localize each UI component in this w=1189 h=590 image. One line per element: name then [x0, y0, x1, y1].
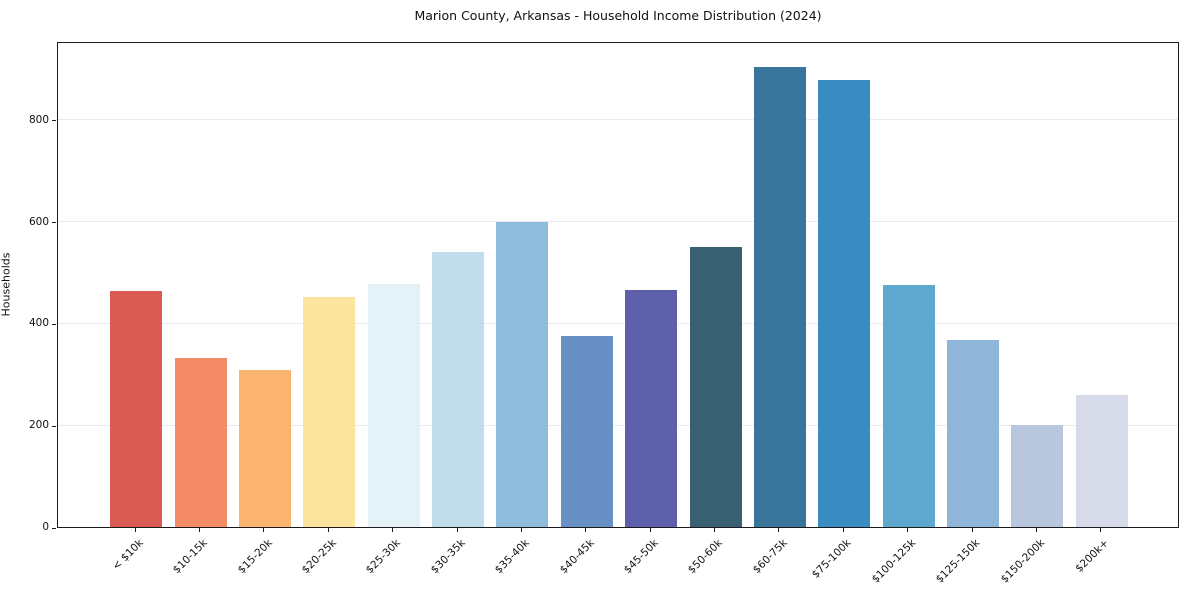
- x-tick-mark-$10-15k: [199, 528, 201, 532]
- x-tick-label-$15-20k: $15-20k: [235, 537, 275, 577]
- bar-$30-35k: [432, 252, 485, 527]
- x-tick-label-$100-125k: $100-125k: [869, 537, 919, 586]
- y-tick-label-400: 400: [28, 317, 49, 330]
- y-tick-label-200: 200: [28, 419, 49, 432]
- x-tick-mark-$125-150k: [971, 528, 973, 532]
- gridline-y-200: [58, 424, 1178, 426]
- y-tick-mark-600: [52, 222, 56, 224]
- bar-$125-150k: [947, 339, 1000, 527]
- gridline-y-600: [58, 221, 1178, 223]
- x-tick-mark-$200k+: [1100, 528, 1102, 532]
- gridline-y-400: [58, 322, 1178, 324]
- x-tick-mark-$150-200k: [1035, 528, 1037, 532]
- x-tick-mark-$20-25k: [327, 528, 329, 532]
- y-tick-mark-200: [52, 425, 56, 427]
- bar-$45-50k: [625, 290, 678, 527]
- gridline-y-800: [58, 119, 1178, 121]
- x-tick-mark-$35-40k: [520, 528, 522, 532]
- x-tick-mark-$50-60k: [714, 528, 716, 532]
- x-tick-label-$60-75k: $60-75k: [750, 537, 790, 577]
- x-tick-label-$150-200k: $150-200k: [998, 537, 1047, 586]
- x-tick-mark-$15-20k: [263, 528, 265, 532]
- bar-$75-100k: [818, 80, 871, 527]
- bar-$50-60k: [689, 246, 742, 527]
- x-tick-label-$50-60k: $50-60k: [685, 537, 726, 577]
- bar-$35-40k: [496, 222, 549, 527]
- x-tick-mark-$45-50k: [649, 528, 651, 532]
- x-tick-mark-$25-30k: [392, 528, 394, 532]
- y-tick-mark-0: [52, 527, 56, 529]
- y-tick-label-0: 0: [42, 521, 49, 533]
- x-tick-label-$30-35k: $30-35k: [428, 537, 468, 577]
- bar-$10-15k: [174, 358, 227, 527]
- y-tick-label-600: 600: [28, 215, 49, 228]
- x-tick-label-$35-40k: $35-40k: [492, 537, 532, 577]
- chart-title: Marion County, Arkansas - Household Inco…: [414, 8, 822, 23]
- plot-area: [57, 42, 1179, 528]
- x-tick-mark-$30-35k: [456, 528, 458, 532]
- bar-$25-30k: [367, 283, 420, 527]
- y-tick-mark-400: [52, 323, 56, 325]
- bar-< $10k: [110, 291, 163, 527]
- x-tick-label-$125-150k: $125-150k: [934, 537, 983, 586]
- x-tick-label-$10-15k: $10-15k: [170, 537, 211, 577]
- x-tick-label-$200k+: $200k+: [1073, 537, 1112, 575]
- bar-$20-25k: [303, 296, 356, 527]
- x-tick-label-$45-50k: $45-50k: [621, 537, 661, 577]
- bar-$150-200k: [1011, 425, 1064, 527]
- x-tick-mark-$100-125k: [907, 528, 909, 532]
- bar-$100-125k: [882, 285, 935, 527]
- x-tick-mark-$40-45k: [585, 528, 587, 532]
- y-axis-label: Households: [0, 252, 13, 317]
- x-tick-label-$40-45k: $40-45k: [557, 537, 597, 577]
- x-tick-mark-< $10k: [134, 528, 136, 532]
- y-tick-label-800: 800: [28, 113, 49, 126]
- x-tick-label-$75-100k: $75-100k: [809, 537, 854, 581]
- x-tick-label-$20-25k: $20-25k: [299, 537, 339, 577]
- x-tick-mark-$60-75k: [778, 528, 780, 532]
- x-tick-label-$25-30k: $25-30k: [364, 537, 404, 577]
- x-tick-label-< $10k: < $10k: [110, 537, 146, 573]
- bar-$200k+: [1075, 394, 1128, 527]
- x-tick-mark-$75-100k: [842, 528, 844, 532]
- bar-$60-75k: [753, 66, 806, 527]
- y-tick-mark-800: [52, 120, 56, 122]
- bar-$15-20k: [238, 369, 291, 527]
- bar-$40-45k: [560, 335, 613, 527]
